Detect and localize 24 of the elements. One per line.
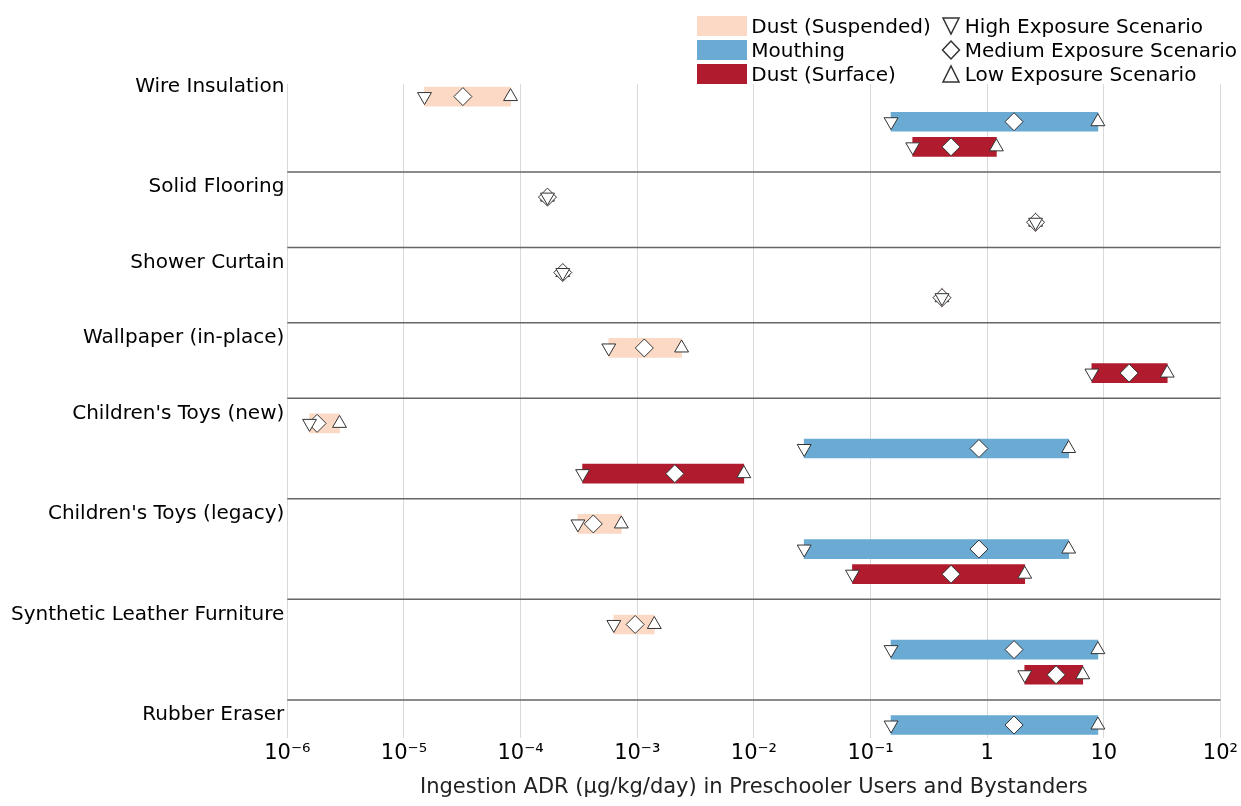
legend-label: Mouthing xyxy=(751,38,845,62)
legend-label: Dust (Surface) xyxy=(751,62,896,86)
y-tick-label: Solid Flooring xyxy=(148,173,285,198)
legend-label: High Exposure Scenario xyxy=(964,14,1203,38)
x-tick-label: 10² xyxy=(1202,739,1238,764)
x-tick-label: 10 xyxy=(1090,739,1118,764)
legend-label: Dust (Suspended) xyxy=(751,14,931,38)
x-tick-label: 10⁻³ xyxy=(614,739,661,764)
legend-label: Low Exposure Scenario xyxy=(964,62,1197,86)
legend-label: Medium Exposure Scenario xyxy=(964,38,1237,62)
x-tick-label: 10⁻¹ xyxy=(847,739,894,764)
x-tick-label: 1 xyxy=(980,739,994,764)
y-tick-label: Children's Toys (legacy) xyxy=(47,500,285,525)
y-tick-label: Rubber Eraser xyxy=(142,701,286,726)
x-tick-label: 10⁻² xyxy=(730,739,777,764)
y-tick-label: Children's Toys (new) xyxy=(72,399,285,424)
y-tick-label: Wallpaper (in-place) xyxy=(83,324,285,349)
x-tick-label: 10⁻⁴ xyxy=(497,739,544,764)
x-axis-title: Ingestion ADR (µg/kg/day) in Preschooler Users and Bystanders xyxy=(419,773,1088,798)
y-tick-label: Shower Curtain xyxy=(130,248,285,273)
y-tick-label: Wire Insulation xyxy=(135,72,285,97)
y-tick-label: Synthetic Leather Furniture xyxy=(10,600,285,625)
x-tick-label: 10⁻⁶ xyxy=(264,739,311,764)
x-tick-label: 10⁻⁵ xyxy=(380,739,428,764)
